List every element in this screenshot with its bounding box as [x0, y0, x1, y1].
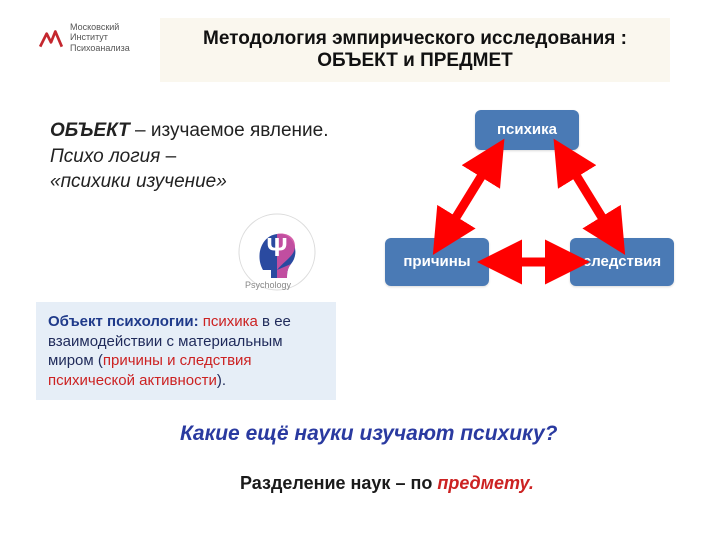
logo-mark-icon — [38, 25, 64, 51]
logo-text: Московский Институт Психоанализа — [70, 22, 130, 53]
definition-block: ОБЪЕКТ – изучаемое явление. Психо логия … — [50, 118, 360, 195]
bluebox-header: Объект психологии: — [48, 313, 203, 330]
object-def: – изучаемое явление. — [130, 120, 329, 141]
object-word: ОБЪЕКТ — [50, 120, 130, 141]
logo-line2: Институт — [70, 32, 130, 42]
object-psychology-box: Объект психологии: психика в ее взаимоде… — [36, 302, 336, 400]
bluebox-red1: психика — [203, 313, 258, 330]
node-psyche: психика — [475, 110, 579, 150]
logo-line1: Московский — [70, 22, 130, 32]
logo: Московский Институт Психоанализа — [38, 22, 130, 53]
psychology-word: Психо логия — [50, 146, 160, 167]
svg-text:Ψ: Ψ — [266, 232, 287, 262]
psy-dash: – — [160, 146, 176, 167]
question-text: Какие ещё науки изучают психику? — [180, 420, 600, 447]
psychology-caption: Psychology — [245, 280, 291, 290]
division-text: Разделение наук – по предмету. — [240, 473, 640, 494]
psychology-def: «психики изучение» — [50, 171, 227, 192]
node-causes: причины — [385, 238, 489, 286]
bluebox-tail: ). — [217, 372, 226, 389]
page-title: Методология эмпирического исследования :… — [160, 18, 670, 82]
division-part2: предмету. — [437, 473, 534, 493]
node-effects: следствия — [570, 238, 674, 286]
cycle-diagram: психика причины следствия — [365, 110, 695, 320]
division-part1: Разделение наук – по — [240, 473, 437, 493]
logo-line3: Психоанализа — [70, 43, 130, 53]
